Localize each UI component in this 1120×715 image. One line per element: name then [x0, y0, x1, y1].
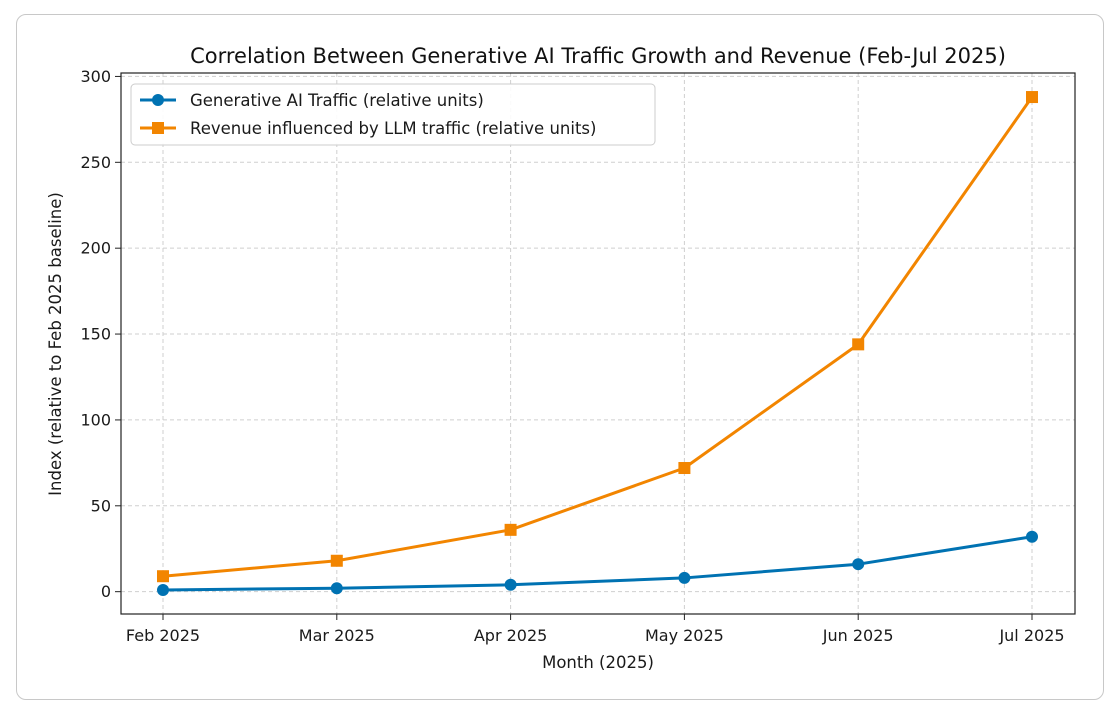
data-point-square [678, 462, 691, 475]
data-point-square [330, 554, 343, 567]
y-tick-label: 100 [80, 410, 111, 429]
y-tick-label: 250 [80, 153, 111, 172]
legend-entry: Revenue influenced by LLM traffic (relat… [140, 119, 596, 138]
legend-box [130, 83, 656, 146]
y-axis-label: Index (relative to Feb 2025 baseline) [46, 192, 65, 496]
legend-entry: Generative AI Traffic (relative units) [140, 91, 484, 110]
x-tick-label: Jun 2025 [822, 626, 894, 645]
y-tick-label: 0 [101, 582, 111, 601]
y-tick-label: 200 [80, 239, 111, 258]
y-tick-label: 150 [80, 325, 111, 344]
series-layer [157, 91, 1038, 596]
data-point-circle [678, 571, 691, 584]
y-tick-label: 50 [91, 496, 111, 515]
data-point-square [1026, 91, 1038, 104]
legend: Generative AI Traffic (relative units) Re… [130, 83, 656, 146]
data-point-square [157, 570, 169, 583]
data-point-square [852, 338, 865, 351]
y-tick-label: 300 [80, 67, 111, 86]
x-tick-label: Feb 2025 [126, 626, 200, 645]
data-point-square [504, 523, 517, 536]
x-tick-label: Apr 2025 [474, 626, 547, 645]
x-tick-label: May 2025 [645, 626, 724, 645]
legend-marker-circle [152, 94, 164, 106]
x-tick-label: Jul 2025 [998, 626, 1064, 645]
data-point-circle [504, 578, 517, 591]
x-tick-label: Mar 2025 [299, 626, 375, 645]
legend-marker-square [152, 122, 164, 134]
legend-label: Revenue influenced by LLM traffic (relat… [190, 119, 596, 138]
series-line [162, 96, 1034, 578]
grid-lines [121, 73, 1075, 614]
legend-items: Generative AI Traffic (relative units) Re… [140, 91, 596, 138]
series-1 [157, 530, 1038, 596]
series-line [162, 535, 1033, 592]
chart-title: Correlation Between Generative AI Traffi… [190, 44, 1006, 68]
legend-label: Generative AI Traffic (relative units) [190, 91, 484, 110]
data-point-circle [157, 583, 169, 596]
data-point-circle [1026, 530, 1038, 543]
x-axis-ticks: Feb 2025 Mar 2025 Apr 2025 May 2025 Jun 2025… [126, 614, 1065, 645]
series-2 [157, 91, 1038, 583]
data-point-circle [852, 558, 865, 571]
y-axis-ticks: 0 50 100 150 200 250 300 [80, 67, 121, 601]
data-point-circle [330, 582, 343, 595]
plot-border [120, 72, 1076, 615]
x-axis-label: Month (2025) [542, 653, 654, 672]
